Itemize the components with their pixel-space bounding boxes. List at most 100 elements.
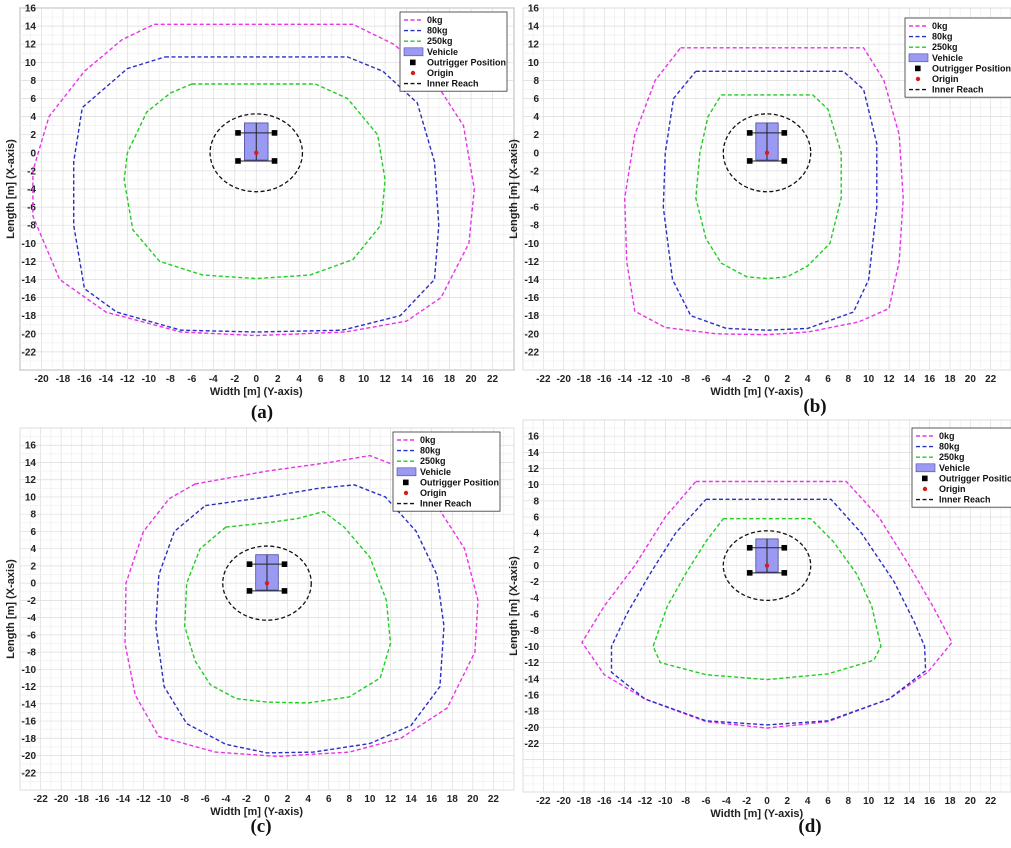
x-axis-label: Width [m] (Y-axis) xyxy=(210,386,303,398)
legend-key-outrigger xyxy=(922,475,928,482)
outrigger-marker xyxy=(781,130,788,136)
series-line-250kg xyxy=(695,94,842,280)
legend-key-origin xyxy=(403,490,409,496)
y-tick-label: 2 xyxy=(533,130,539,141)
y-tick-label: -6 xyxy=(27,203,36,214)
x-tick-label: 20 xyxy=(467,794,479,805)
x-tick-label: 12 xyxy=(883,374,895,385)
x-tick-label: 12 xyxy=(883,796,895,807)
x-tick-label: -20 xyxy=(34,374,49,385)
y-tick-label: -12 xyxy=(525,257,540,268)
x-tick-label: 2 xyxy=(785,796,791,807)
y-tick-label: -10 xyxy=(22,665,37,676)
y-tick-label: 10 xyxy=(528,480,540,491)
x-tick-label: -18 xyxy=(56,374,71,385)
x-tick-label: -14 xyxy=(116,794,131,805)
legend-key-outrigger xyxy=(915,65,921,72)
y-tick-label: -8 xyxy=(27,221,36,232)
x-tick-label: 10 xyxy=(863,796,875,807)
y-tick-label: 12 xyxy=(25,475,37,486)
y-tick-label: -4 xyxy=(530,593,539,604)
y-tick-label: 16 xyxy=(528,4,540,15)
legend-entry: Origin xyxy=(420,488,447,498)
series-line-80kg xyxy=(155,484,445,754)
outrigger-marker xyxy=(281,561,288,567)
series-line-80kg xyxy=(662,70,878,331)
origin-marker xyxy=(764,563,770,568)
x-tick-label: 22 xyxy=(985,374,997,385)
legend-entry: 80kg xyxy=(939,442,960,452)
outrigger-marker xyxy=(746,158,753,164)
x-tick-label: 10 xyxy=(358,374,370,385)
y-tick-label: -22 xyxy=(22,768,37,779)
y-tick-label: -12 xyxy=(22,682,37,693)
x-tick-label: -4 xyxy=(221,794,230,805)
x-tick-label: -12 xyxy=(120,374,135,385)
y-tick-label: 4 xyxy=(533,529,539,540)
x-tick-label: -22 xyxy=(536,374,551,385)
y-tick-label: 12 xyxy=(528,464,540,475)
legend-entry: Inner Reach xyxy=(939,495,991,505)
y-tick-label: -6 xyxy=(530,203,539,214)
x-tick-label: -2 xyxy=(742,374,751,385)
inner-reach-circle xyxy=(722,113,812,193)
y-tick-label: -2 xyxy=(530,166,539,177)
legend-entry: Inner Reach xyxy=(420,499,472,509)
y-tick-label: -2 xyxy=(27,166,36,177)
x-tick-label: 8 xyxy=(339,374,345,385)
y-tick-label: 12 xyxy=(528,40,540,51)
x-tick-label: 2 xyxy=(785,374,791,385)
x-tick-label: 14 xyxy=(406,794,418,805)
legend-key-outrigger xyxy=(410,59,416,66)
series-line-0kg xyxy=(623,47,904,336)
x-tick-label: -18 xyxy=(577,796,592,807)
inner-reach-circle xyxy=(209,113,304,193)
legend-entry: 250kg xyxy=(939,452,965,462)
y-tick-label: -22 xyxy=(22,347,37,358)
outrigger-marker xyxy=(746,130,753,136)
x-tick-label: 16 xyxy=(924,796,936,807)
x-tick-label: 14 xyxy=(401,374,413,385)
x-tick-label: 16 xyxy=(924,374,936,385)
x-tick-label: 14 xyxy=(904,374,916,385)
x-tick-label: 8 xyxy=(846,374,852,385)
y-tick-label: 0 xyxy=(30,579,36,590)
outrigger-marker xyxy=(271,158,278,164)
outrigger-marker xyxy=(781,158,788,164)
x-tick-label: 20 xyxy=(965,796,977,807)
legend-entry: Vehicle xyxy=(939,463,970,473)
y-tick-label: 16 xyxy=(25,4,37,15)
x-tick-label: -14 xyxy=(617,796,632,807)
legend-entry: Outrigger Position xyxy=(427,57,506,67)
origin-marker xyxy=(264,580,270,586)
x-tick-label: -20 xyxy=(54,794,69,805)
y-tick-label: 8 xyxy=(30,76,36,87)
y-axis-label: Length [m] (X-axis) xyxy=(508,556,520,656)
legend-key-outrigger xyxy=(403,479,409,486)
series-line-250kg xyxy=(123,83,386,280)
panel-label: (a) xyxy=(251,402,273,423)
legend-entry: Vehicle xyxy=(420,467,451,477)
legend-entry: Origin xyxy=(932,74,959,84)
origin-marker xyxy=(764,150,770,155)
legend-entry: 0kg xyxy=(427,15,443,25)
y-tick-label: 4 xyxy=(30,544,36,555)
y-tick-label: 0 xyxy=(533,561,539,572)
x-tick-label: -12 xyxy=(638,374,653,385)
x-tick-label: -16 xyxy=(597,796,612,807)
x-tick-label: 4 xyxy=(805,796,811,807)
x-tick-label: 0 xyxy=(764,374,770,385)
legend-entry: Origin xyxy=(939,484,966,494)
y-tick-label: -16 xyxy=(22,293,37,304)
y-tick-label: -6 xyxy=(27,630,36,641)
y-tick-label: -22 xyxy=(525,739,540,750)
y-tick-label: -10 xyxy=(525,239,540,250)
y-tick-label: 4 xyxy=(533,112,539,123)
y-tick-label: 14 xyxy=(528,448,540,459)
y-tick-label: 2 xyxy=(30,561,36,572)
x-axis-label: Width [m] (Y-axis) xyxy=(710,386,803,398)
y-tick-label: 8 xyxy=(30,510,36,521)
y-tick-label: 10 xyxy=(25,492,37,503)
